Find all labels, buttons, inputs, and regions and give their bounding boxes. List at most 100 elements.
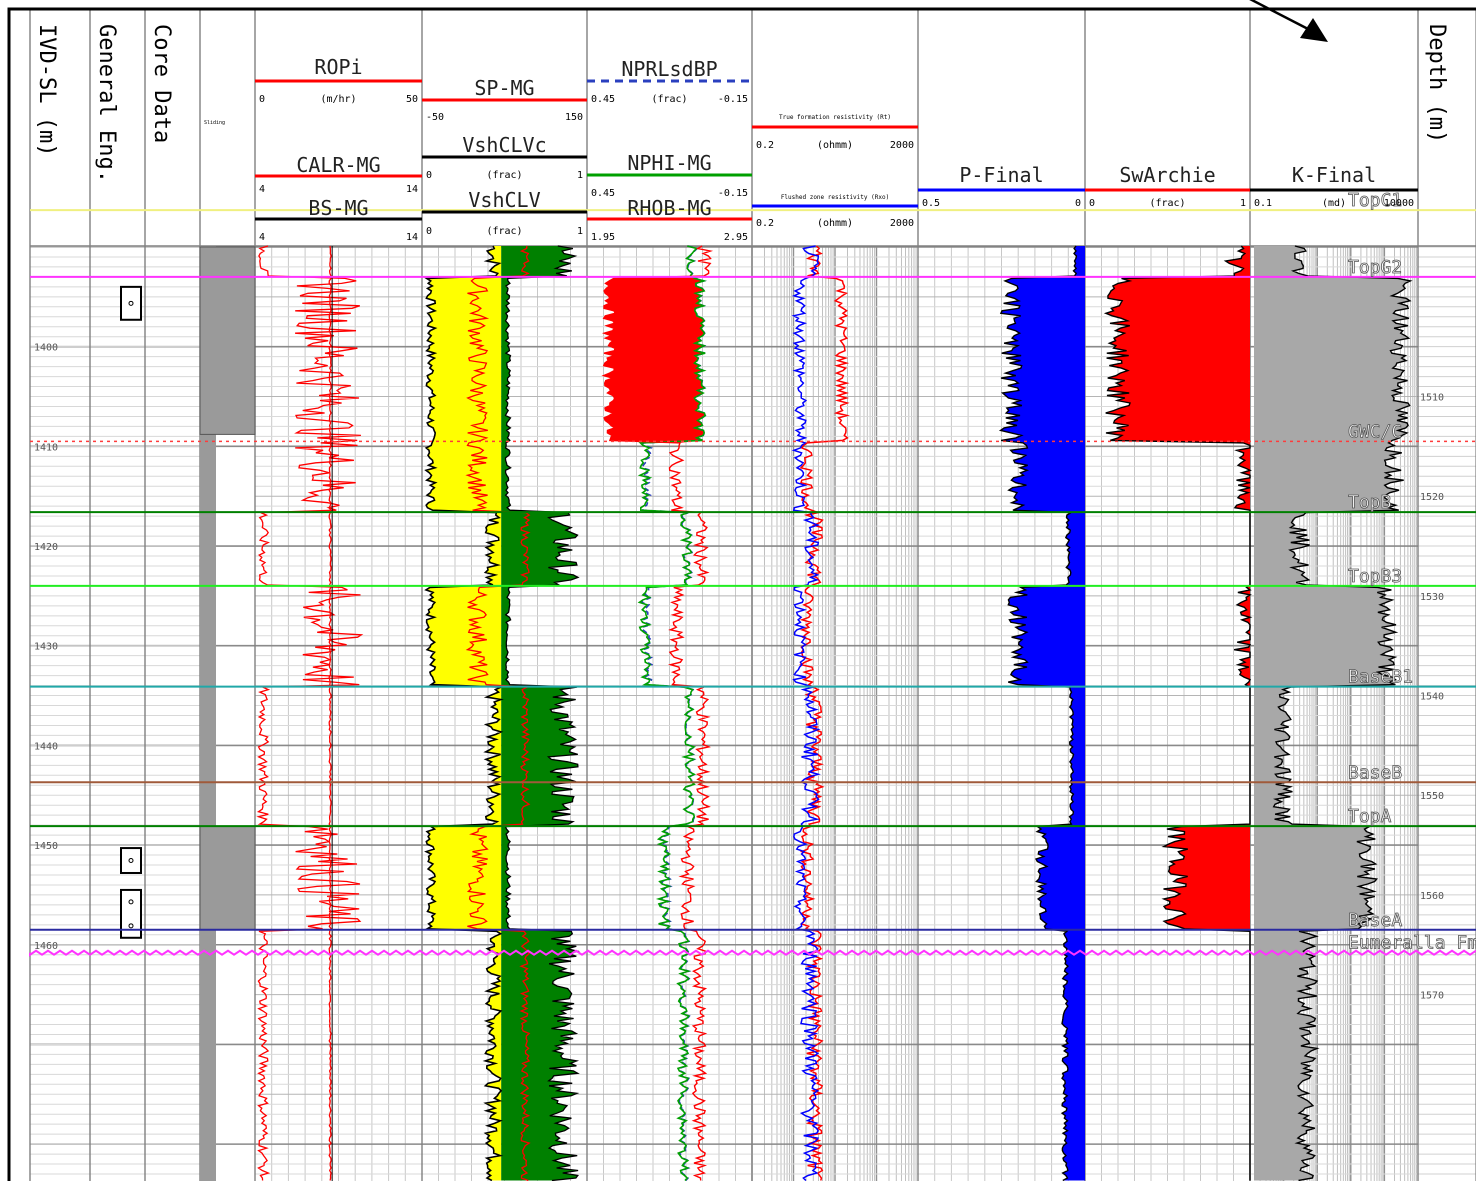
rt-curve — [798, 245, 850, 1181]
header-unit: (md) — [1322, 198, 1346, 209]
rotated-header-core-data: Core Data — [149, 24, 174, 143]
core-plug — [128, 899, 134, 905]
header-unit: (m/hr) — [320, 94, 356, 105]
depth-label-right: 1540 — [1420, 692, 1444, 703]
header-scale-min: 0 — [426, 170, 432, 181]
core-sample — [120, 285, 142, 321]
header-curve-name: NPRLsdBP — [621, 57, 717, 81]
header-scale-min: 0.1 — [1254, 198, 1272, 209]
formation-top-label: TopC1 — [1348, 190, 1402, 211]
shale-fill — [501, 246, 579, 1181]
header-curve-name: VshCLV — [468, 188, 540, 212]
gas-crossover-fill — [603, 246, 711, 1181]
outer-frame — [7, 7, 1476, 1181]
depth-label-right: 1510 — [1420, 393, 1444, 404]
cored-interval — [199, 825, 256, 931]
vshclvc-curve — [424, 245, 504, 1181]
header-scale-min: 0.45 — [591, 188, 615, 199]
formation-top-label: Eumeralla Fm — [1348, 933, 1476, 954]
core-sample — [120, 888, 142, 939]
header-unit: (ohmm) — [817, 218, 853, 229]
header-scale-min: 0 — [259, 94, 265, 105]
header-scale-max: 2000 — [890, 140, 914, 151]
curve-fills — [426, 246, 1411, 1181]
header-unit: (frac) — [486, 226, 522, 237]
header-scale-max: 1 — [577, 226, 583, 237]
header-curve-name: BS-MG — [308, 196, 368, 220]
rop-curve — [256, 245, 364, 1181]
sand-fill — [426, 246, 502, 1181]
swarchie-curve — [1103, 245, 1253, 1181]
k-final-curve — [1272, 245, 1413, 1181]
header-unit: (frac) — [651, 94, 687, 105]
header-scale-min: 0.2 — [756, 140, 774, 151]
header-curve-name: SwArchie — [1119, 163, 1215, 187]
rotated-header-ivd: IVD-SL (m) — [34, 24, 59, 156]
formation-top-line — [29, 949, 1476, 957]
header-scale-max: 150 — [565, 112, 583, 123]
vshclv-curve — [504, 245, 580, 1181]
rotated-header-depth: Depth (m) — [1424, 24, 1449, 143]
header-unit: (ohmm) — [817, 140, 853, 151]
header-unit: (frac) — [1149, 198, 1185, 209]
depth-label: 1430 — [34, 642, 58, 653]
header-scale-max: -0.15 — [718, 94, 748, 105]
hydrocarbon-fill — [1105, 246, 1250, 1181]
formation-top-label: BaseA — [1348, 910, 1402, 931]
header-curve-name: K-Final — [1292, 163, 1376, 187]
depth-label: 1410 — [34, 442, 58, 453]
depth-label-right: 1530 — [1420, 592, 1444, 603]
formation-top-label: TopA — [1348, 806, 1392, 827]
header-scale-min: 4 — [259, 184, 265, 195]
formation-top-label: TopG2 — [1348, 257, 1402, 278]
header-scale-max: -0.15 — [718, 188, 748, 199]
formation-top-label: BaseB1 — [1348, 667, 1413, 688]
header-scale-max: 2000 — [890, 218, 914, 229]
formation-top-label: GWC/C — [1348, 421, 1402, 442]
porosity-fill — [1000, 246, 1085, 1181]
p-final-curve — [998, 245, 1078, 1181]
header-scale-max: 50 — [406, 94, 418, 105]
core-plug — [128, 923, 134, 929]
pointer-arrow-head — [1300, 18, 1328, 42]
cored-column — [200, 246, 216, 1181]
curves — [256, 245, 1413, 1181]
header-scale-min: 0.45 — [591, 94, 615, 105]
header-curve-name: VshCLVc — [462, 133, 546, 157]
pointer-arrow-shaft — [1249, 0, 1311, 32]
track-headers: IVD-SL (m) General Eng. Core Data Depth (m)… — [34, 24, 1449, 243]
header-scale-max: 0 — [1075, 198, 1081, 209]
rotated-header-general-eng: General Eng. — [94, 24, 119, 183]
header-scale-min: 0.5 — [922, 198, 940, 209]
depth-label: 1400 — [34, 343, 58, 354]
nphi-curve — [637, 245, 707, 1181]
header-curve-name: ROPi — [314, 55, 362, 79]
formation-top-label: TopB3 — [1348, 566, 1402, 587]
header-curve-name: RHOB-MG — [627, 196, 711, 220]
header-scale-max: 2.95 — [724, 232, 748, 243]
formation-top-label: BaseB — [1348, 762, 1402, 783]
cored-interval — [199, 246, 256, 435]
depth-label-right: 1570 — [1420, 991, 1444, 1002]
header-scale-min: 1.95 — [591, 232, 615, 243]
header-scale-max: 14 — [406, 184, 418, 195]
core-plug — [128, 300, 134, 306]
header-curve-name: Flushed zone resistivity (Rxo) — [781, 194, 889, 201]
header-curve-name: SP-MG — [474, 76, 534, 100]
depth-label-right: 1520 — [1420, 492, 1444, 503]
formation-top-label: TopB — [1348, 492, 1391, 513]
depth-label: 1460 — [34, 941, 58, 952]
header-scale-min: 0 — [426, 226, 432, 237]
header-curve-name: NPHI-MG — [627, 151, 711, 175]
header-unit: (frac) — [486, 170, 522, 181]
rxo-curve — [791, 245, 821, 1181]
header-scale-min: 0 — [1089, 198, 1095, 209]
sliding-header: Sliding — [204, 120, 225, 126]
header-curve-name: CALR-MG — [296, 153, 380, 177]
header-scale-max: 1 — [1240, 198, 1246, 209]
header-scale-min: 4 — [259, 232, 265, 243]
core-sample — [120, 847, 142, 874]
header-scale-max: 10000 — [1384, 198, 1414, 209]
rhob-curve — [601, 245, 714, 1181]
